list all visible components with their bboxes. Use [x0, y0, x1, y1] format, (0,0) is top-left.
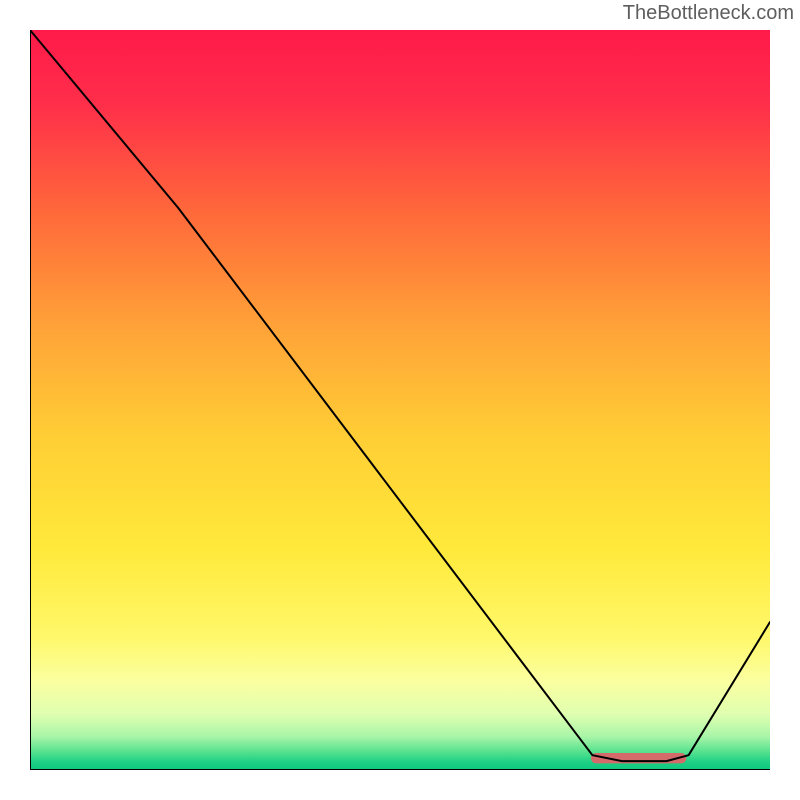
watermark-text: TheBottleneck.com — [623, 2, 794, 25]
chart-background — [30, 30, 770, 770]
chart-container — [30, 30, 770, 770]
chart-svg — [30, 30, 770, 770]
